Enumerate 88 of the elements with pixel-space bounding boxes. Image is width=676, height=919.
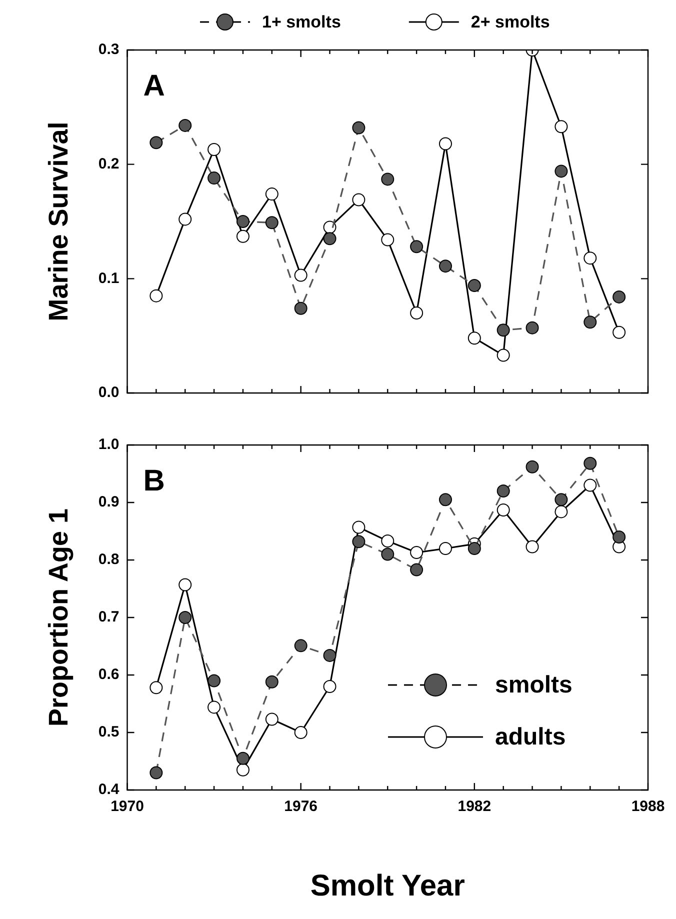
- point: [438, 137, 452, 150]
- point: [584, 478, 597, 492]
- point: [265, 712, 278, 726]
- point: [208, 172, 221, 185]
- point: [265, 216, 278, 230]
- point: [496, 484, 510, 498]
- point: [323, 648, 336, 662]
- point: [381, 233, 394, 246]
- x-tick-label: 1982: [458, 798, 492, 816]
- point: [208, 142, 221, 156]
- legend-label: 2+ smolts: [470, 12, 550, 32]
- point: [178, 118, 192, 132]
- point: [150, 136, 163, 150]
- x-axis-title: Smolt Year: [310, 869, 466, 902]
- point: [496, 348, 510, 362]
- point: [150, 289, 163, 302]
- y-tick-label: 0.2: [98, 155, 120, 172]
- point: [584, 316, 597, 329]
- y-tick-label: 1.0: [98, 436, 120, 454]
- point: [410, 546, 424, 560]
- y-tick-label: 0.4: [98, 781, 120, 798]
- y-tick-label: 0.0: [98, 384, 120, 402]
- point: [554, 120, 568, 134]
- point: [410, 240, 424, 254]
- point: [381, 172, 394, 186]
- point: [381, 548, 394, 561]
- point: [265, 675, 278, 688]
- point: [294, 639, 308, 652]
- x-tick-label: 1976: [284, 798, 318, 816]
- point: [438, 493, 452, 506]
- point: [612, 530, 626, 544]
- point: [208, 674, 221, 688]
- y-tick-label: 0.5: [98, 724, 120, 741]
- point: [612, 326, 626, 339]
- point: [526, 460, 539, 474]
- point: [150, 766, 163, 780]
- point: [496, 324, 510, 337]
- point: [352, 520, 366, 534]
- legend-label: adults: [495, 724, 566, 751]
- point: [150, 681, 163, 694]
- y-tick-label: 0.1: [98, 270, 120, 287]
- y-tick-label: 0.7: [98, 608, 120, 626]
- point: [236, 215, 250, 228]
- point: [526, 321, 539, 334]
- point: [554, 164, 568, 178]
- point: [323, 232, 336, 246]
- point: [584, 456, 597, 470]
- y-tick-label: 0.6: [98, 666, 120, 684]
- y-axis-title: Proportion Age 1: [44, 508, 74, 727]
- text: B: [143, 464, 165, 498]
- point: [178, 611, 192, 624]
- point: [323, 680, 336, 693]
- point: [236, 752, 250, 765]
- point: [468, 279, 481, 292]
- legend-label: smolts: [495, 672, 572, 699]
- point: [410, 306, 424, 320]
- x-tick-label: 1988: [631, 798, 665, 816]
- point: [294, 302, 308, 315]
- point: [352, 193, 366, 206]
- point: [612, 290, 626, 304]
- point: [438, 542, 452, 555]
- point: [468, 542, 481, 555]
- point: [584, 252, 597, 265]
- y-tick-label: 0.3: [98, 41, 120, 58]
- point: [554, 505, 568, 518]
- point: [178, 212, 192, 226]
- text: A: [143, 69, 165, 102]
- point: [554, 493, 568, 506]
- point: [294, 726, 308, 739]
- point: [236, 230, 250, 243]
- point: [352, 121, 366, 134]
- point: [468, 332, 481, 345]
- point: [265, 188, 278, 201]
- y-tick-label: 0.9: [98, 494, 120, 511]
- x-tick-label: 1970: [110, 798, 144, 816]
- point: [381, 534, 394, 548]
- point: [178, 578, 192, 592]
- point: [352, 535, 366, 548]
- legend-label: 1+ smolts: [262, 12, 341, 32]
- point: [526, 540, 539, 554]
- point: [294, 268, 308, 282]
- point: [438, 260, 452, 273]
- point: [496, 503, 510, 516]
- point: [410, 563, 424, 576]
- y-axis-title: Marine Survival: [44, 122, 74, 322]
- point: [236, 763, 250, 776]
- point: [208, 700, 221, 714]
- y-tick-label: 0.8: [98, 551, 120, 568]
